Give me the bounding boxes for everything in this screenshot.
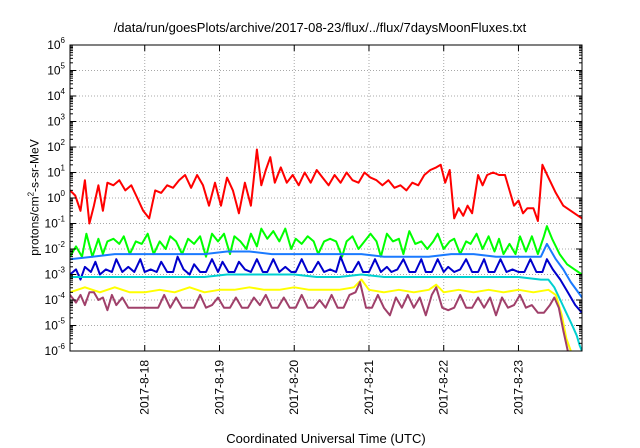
series-line-2 xyxy=(70,242,582,299)
x-tick-label: 2017-8-19 xyxy=(212,360,226,415)
series-line-5 xyxy=(70,278,572,351)
axis-ticks: 10-6 10-5 10-4 10-3 10-2 10-1 100 101 102 103 104 1… xyxy=(45,36,582,415)
x-tick-label: 2017-8-20 xyxy=(287,360,301,415)
y-tick-label: 104 xyxy=(47,87,65,103)
series-group xyxy=(70,148,582,351)
x-tick-label: 2017-8-23 xyxy=(511,360,525,415)
y-tick-label: 101 xyxy=(47,164,65,180)
x-axis-label: Coordinated Universal Time (UTC) xyxy=(226,431,426,446)
y-tick-label: 100 xyxy=(47,189,65,205)
y-tick-label: 105 xyxy=(47,62,65,78)
series-line-3 xyxy=(70,255,582,314)
chart-title: /data/run/goesPlots/archive/2017-08-23/f… xyxy=(113,20,527,35)
y-tick-label: 10-3 xyxy=(45,266,66,282)
x-tick-label: 2017-8-18 xyxy=(138,360,152,415)
y-tick-label: 10-5 xyxy=(45,317,66,333)
y-tick-label: 106 xyxy=(47,36,65,52)
y-tick-label: 102 xyxy=(47,138,65,154)
x-tick-label: 2017-8-21 xyxy=(362,360,376,415)
y-tick-label: 10-6 xyxy=(45,342,66,358)
x-tick-label: 2017-8-22 xyxy=(437,360,451,415)
y-tick-label: 103 xyxy=(47,113,65,129)
series-line-6 xyxy=(70,281,569,351)
y-tick-label: 10-4 xyxy=(45,291,66,307)
y-tick-label: 10-1 xyxy=(45,215,66,231)
y-tick-label: 10-2 xyxy=(45,240,66,256)
series-line-0 xyxy=(70,148,582,225)
series-line-4 xyxy=(70,273,582,351)
